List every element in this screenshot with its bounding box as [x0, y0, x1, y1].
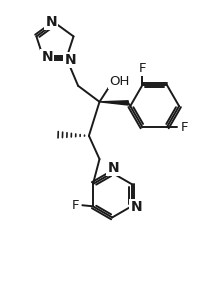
Text: N: N: [130, 200, 142, 214]
Text: N: N: [108, 161, 119, 175]
Text: OH: OH: [109, 75, 129, 88]
Text: N: N: [64, 53, 76, 67]
Text: F: F: [181, 121, 188, 134]
Polygon shape: [100, 101, 128, 105]
Text: N: N: [45, 15, 57, 29]
Text: F: F: [139, 62, 146, 75]
Text: F: F: [72, 199, 80, 212]
Text: N: N: [41, 50, 53, 64]
